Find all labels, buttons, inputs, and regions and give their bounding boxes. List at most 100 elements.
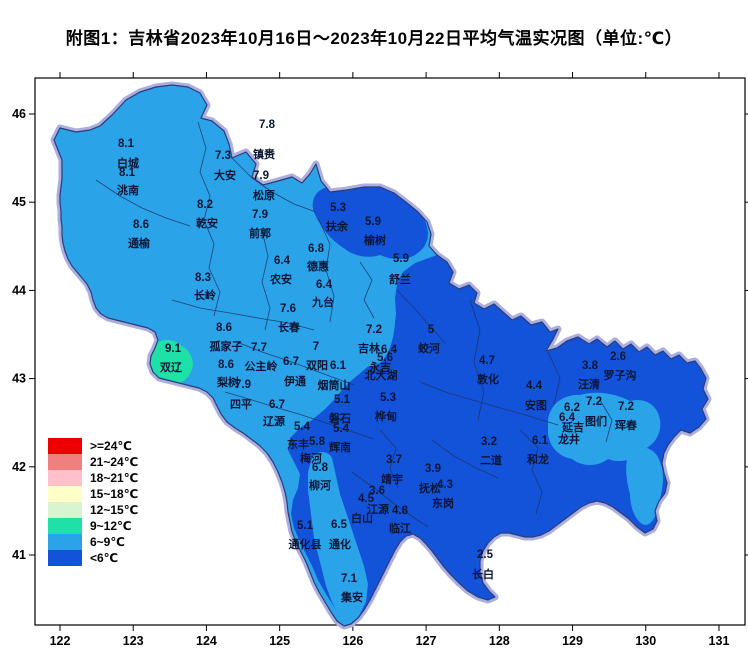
station-name: 前郭 bbox=[249, 226, 271, 240]
station-name: 公主岭 bbox=[245, 359, 278, 373]
station-name: 白城 bbox=[117, 156, 139, 170]
legend-label: 6~9℃ bbox=[90, 535, 125, 549]
station-name: 图们 bbox=[585, 414, 607, 428]
legend-label: >=24℃ bbox=[90, 439, 132, 453]
station-name: 松原 bbox=[253, 188, 275, 202]
station-name: 四平 bbox=[230, 398, 252, 411]
county-boundary-line bbox=[599, 399, 613, 443]
station-value: 8.1 bbox=[118, 138, 135, 150]
region-6-9c-yanji-patch bbox=[548, 392, 661, 465]
county-boundary-line bbox=[197, 121, 221, 317]
station-name: 江源 bbox=[367, 502, 389, 516]
station-name: 辉南 bbox=[329, 440, 351, 454]
legend-label: <6℃ bbox=[90, 551, 119, 565]
station-name: 辽源 bbox=[263, 414, 285, 428]
tick-label: 127 bbox=[416, 634, 437, 648]
station-value: 3.7 bbox=[386, 454, 402, 466]
station-name: 农安 bbox=[269, 272, 292, 286]
station-value: 5.4 bbox=[294, 421, 311, 433]
region-9-12c-shuangliao bbox=[147, 340, 193, 385]
station-name: 敦化 bbox=[477, 372, 499, 386]
legend-item: 15~18℃ bbox=[48, 486, 138, 502]
county-boundary-line bbox=[317, 217, 335, 323]
county-boundary-line bbox=[519, 429, 543, 515]
county-boundary-line bbox=[95, 179, 191, 227]
station-name: 梅河 bbox=[300, 451, 322, 465]
station-value: 7.8 bbox=[259, 119, 276, 131]
station-name: 德惠 bbox=[306, 259, 329, 273]
station-value: 3.2 bbox=[481, 436, 497, 448]
station-value: 6.1 bbox=[532, 435, 549, 447]
station-value: 7.2 bbox=[618, 401, 634, 413]
legend-item: 21~24℃ bbox=[48, 454, 138, 470]
legend-label: 12~15℃ bbox=[90, 503, 139, 517]
tick-label: 43 bbox=[12, 372, 26, 386]
station-name: 北大湖 bbox=[365, 368, 398, 382]
station-name: 扶余 bbox=[326, 219, 349, 233]
legend-item: <6℃ bbox=[48, 550, 138, 566]
county-boundaries bbox=[95, 121, 613, 528]
station-name: 珲春 bbox=[615, 418, 638, 432]
station-value: 7.7 bbox=[251, 342, 267, 354]
county-boundary-line bbox=[379, 429, 399, 489]
station-name: 伊通 bbox=[283, 374, 306, 388]
station-name: 罗子沟 bbox=[604, 368, 637, 382]
legend-swatch bbox=[48, 470, 82, 486]
county-boundary-line bbox=[171, 299, 315, 331]
station-value: 7.1 bbox=[341, 573, 358, 585]
station-name: 舒兰 bbox=[389, 272, 411, 286]
county-boundary-line bbox=[231, 157, 317, 213]
station-name: 龙井 bbox=[557, 432, 580, 446]
legend-label: 9~12℃ bbox=[90, 519, 132, 533]
station-value: 8.6 bbox=[133, 219, 149, 231]
station-value: 8.2 bbox=[197, 199, 213, 211]
station-name: 磐石 bbox=[329, 411, 351, 425]
station-name: 双阳 bbox=[306, 358, 328, 372]
station-name: 汪清 bbox=[578, 377, 600, 391]
region-6-9c-jilin-strip bbox=[345, 294, 396, 367]
station-name: 乾安 bbox=[196, 216, 218, 230]
station-value: 5.6 bbox=[377, 352, 393, 364]
station-value: 6.1 bbox=[330, 360, 347, 372]
station-value: 5.9 bbox=[365, 216, 381, 228]
legend-swatch bbox=[48, 486, 82, 502]
station-name: 集安 bbox=[340, 590, 363, 604]
station-value: 2.5 bbox=[477, 549, 494, 561]
plot-frame bbox=[34, 77, 746, 626]
legend-label: 21~24℃ bbox=[90, 455, 139, 469]
county-boundary-line bbox=[351, 471, 429, 528]
tick-label: 122 bbox=[50, 634, 71, 648]
tick-label: 45 bbox=[12, 195, 26, 209]
county-boundary-line bbox=[236, 341, 355, 386]
station-name: 洮南 bbox=[117, 183, 139, 197]
station-name: 长岭 bbox=[194, 288, 216, 302]
station-name: 抚松 bbox=[419, 481, 441, 495]
station-name: 镇赉 bbox=[253, 147, 276, 161]
station-value: 7 bbox=[313, 341, 319, 353]
station-value: 7.6 bbox=[280, 303, 296, 315]
station-value: 7.9 bbox=[253, 170, 269, 182]
county-boundary-line bbox=[419, 381, 559, 426]
station-value: 4.5 bbox=[358, 493, 375, 505]
station-value: 9.1 bbox=[165, 343, 182, 355]
station-name: 临江 bbox=[389, 521, 411, 535]
station-value: 3.9 bbox=[425, 463, 441, 475]
figure-title: 附图1：吉林省2023年10月16日～2023年10月22日平均气温实况图（单位… bbox=[65, 29, 683, 48]
tick-label: 42 bbox=[12, 460, 26, 474]
station-name: 长春 bbox=[278, 320, 301, 334]
station-value: 5.1 bbox=[297, 520, 314, 532]
tick-label: 131 bbox=[709, 634, 730, 648]
legend: >=24℃ 21~24℃ 18~21℃ 15~18℃ 12~15℃ 9~12℃ … bbox=[48, 438, 138, 566]
station-name: 榆树 bbox=[364, 233, 386, 247]
tick-label: 46 bbox=[12, 107, 26, 121]
station-value: 7.9 bbox=[252, 209, 268, 221]
station-value: 5.3 bbox=[330, 202, 346, 214]
station-name: 东丰 bbox=[287, 437, 309, 451]
station-value: 5.9 bbox=[393, 253, 409, 265]
tick-label: 124 bbox=[196, 634, 217, 648]
station-name: 双辽 bbox=[160, 361, 183, 374]
station-name: 梨树 bbox=[216, 375, 239, 389]
station-value: 5 bbox=[428, 324, 435, 336]
region-6-9c-tonghua-strip bbox=[308, 452, 368, 626]
